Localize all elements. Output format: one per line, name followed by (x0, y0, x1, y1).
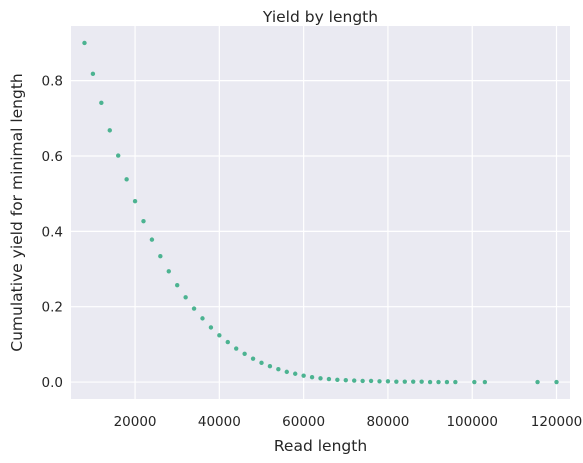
data-point (377, 379, 382, 384)
data-point (385, 379, 391, 384)
data-point (318, 376, 323, 381)
data-point (335, 377, 340, 382)
data-point (535, 379, 540, 385)
data-point (225, 339, 230, 345)
data-point (99, 100, 104, 106)
x-tick-labels: 20000 40000 60000 80000 100000 120000 (114, 414, 583, 430)
chart-title: Yield by length (262, 8, 378, 26)
data-point (141, 218, 146, 224)
x-tick-label: 60000 (282, 414, 325, 430)
data-point (482, 379, 488, 385)
y-axis-label: Cumulative yield for minimal length (8, 73, 26, 352)
data-point (309, 374, 315, 380)
y-tick-label: 0.6 (42, 149, 63, 165)
data-point (166, 269, 171, 274)
data-point (132, 198, 138, 204)
data-point (82, 40, 87, 46)
data-point (360, 378, 365, 384)
data-point (402, 379, 407, 384)
data-point (250, 356, 256, 361)
data-point (301, 373, 306, 378)
y-tick-label: 0.0 (42, 375, 63, 391)
data-point (284, 369, 289, 375)
data-point (411, 379, 416, 384)
grid-lines (71, 26, 570, 399)
data-point (149, 237, 155, 242)
x-tick-label: 120000 (531, 414, 583, 430)
data-point (158, 254, 163, 259)
data-point (242, 351, 247, 356)
data-point (175, 283, 180, 288)
data-point (394, 379, 399, 384)
data-point (234, 346, 239, 351)
data-point (107, 128, 112, 133)
data-point (208, 325, 214, 330)
data-point (343, 377, 348, 383)
plot-background (71, 26, 570, 399)
data-point (368, 378, 374, 384)
x-tick-label: 80000 (366, 414, 409, 430)
data-point (191, 306, 197, 311)
data-point (116, 153, 121, 158)
y-tick-labels: 0.0 0.2 0.4 0.6 0.8 (42, 74, 63, 391)
data-point (427, 379, 433, 385)
y-tick-label: 0.8 (42, 74, 63, 90)
data-point (554, 379, 559, 385)
data-point (352, 378, 357, 383)
data-point (200, 316, 205, 321)
x-tick-label: 20000 (114, 414, 157, 430)
y-tick-label: 0.2 (42, 300, 63, 316)
data-point (453, 379, 458, 385)
data-point (444, 379, 450, 385)
data-point (259, 360, 264, 366)
data-point (436, 379, 441, 385)
data-point (90, 71, 96, 77)
data-point (267, 364, 273, 369)
data-points (82, 40, 559, 385)
x-axis-label: Read length (274, 437, 367, 455)
data-point (472, 379, 477, 385)
data-point (183, 295, 188, 300)
data-point (326, 376, 332, 382)
data-point (419, 379, 424, 384)
data-point (217, 333, 222, 338)
data-point (293, 371, 298, 376)
x-tick-label: 40000 (198, 414, 241, 430)
data-point (276, 367, 281, 372)
y-tick-label: 0.4 (42, 224, 63, 240)
x-tick-label: 100000 (446, 414, 498, 430)
data-point (124, 177, 129, 182)
